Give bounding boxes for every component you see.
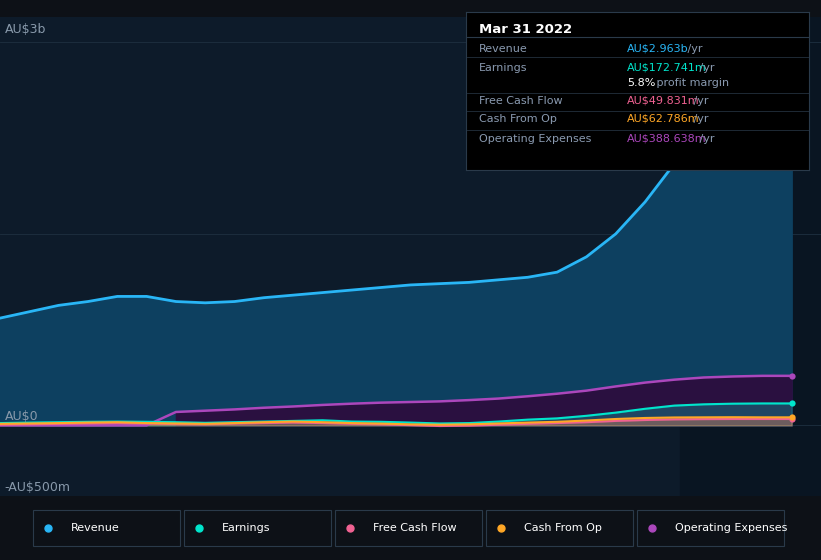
Text: /yr: /yr bbox=[696, 134, 715, 144]
Text: Cash From Op: Cash From Op bbox=[524, 523, 602, 533]
FancyBboxPatch shape bbox=[184, 510, 331, 546]
Text: Operating Expenses: Operating Expenses bbox=[479, 134, 592, 144]
Text: AU$3b: AU$3b bbox=[5, 23, 46, 36]
FancyBboxPatch shape bbox=[33, 510, 180, 546]
Text: Earnings: Earnings bbox=[479, 63, 528, 73]
Text: 5.8%: 5.8% bbox=[626, 78, 655, 87]
Text: Operating Expenses: Operating Expenses bbox=[675, 523, 787, 533]
Text: AU$2.963b: AU$2.963b bbox=[626, 44, 689, 54]
FancyBboxPatch shape bbox=[486, 510, 633, 546]
Text: AU$388.638m: AU$388.638m bbox=[626, 134, 706, 144]
Text: profit margin: profit margin bbox=[654, 78, 729, 87]
Text: AU$62.786m: AU$62.786m bbox=[626, 114, 699, 124]
Text: Earnings: Earnings bbox=[222, 523, 270, 533]
FancyBboxPatch shape bbox=[335, 510, 482, 546]
Text: AU$0: AU$0 bbox=[5, 410, 39, 423]
Text: Free Cash Flow: Free Cash Flow bbox=[373, 523, 456, 533]
Text: -AU$500m: -AU$500m bbox=[5, 480, 71, 494]
Text: Revenue: Revenue bbox=[71, 523, 119, 533]
Text: Mar 31 2022: Mar 31 2022 bbox=[479, 24, 572, 36]
Text: Cash From Op: Cash From Op bbox=[479, 114, 557, 124]
Bar bbox=[681, 17, 821, 496]
Text: Free Cash Flow: Free Cash Flow bbox=[479, 96, 563, 106]
Text: AU$172.741m: AU$172.741m bbox=[626, 63, 707, 73]
Text: /yr: /yr bbox=[690, 114, 709, 124]
Text: AU$49.831m: AU$49.831m bbox=[626, 96, 699, 106]
Text: /yr: /yr bbox=[684, 44, 703, 54]
Text: Revenue: Revenue bbox=[479, 44, 528, 54]
Text: /yr: /yr bbox=[696, 63, 715, 73]
FancyBboxPatch shape bbox=[637, 510, 784, 546]
Text: /yr: /yr bbox=[690, 96, 709, 106]
